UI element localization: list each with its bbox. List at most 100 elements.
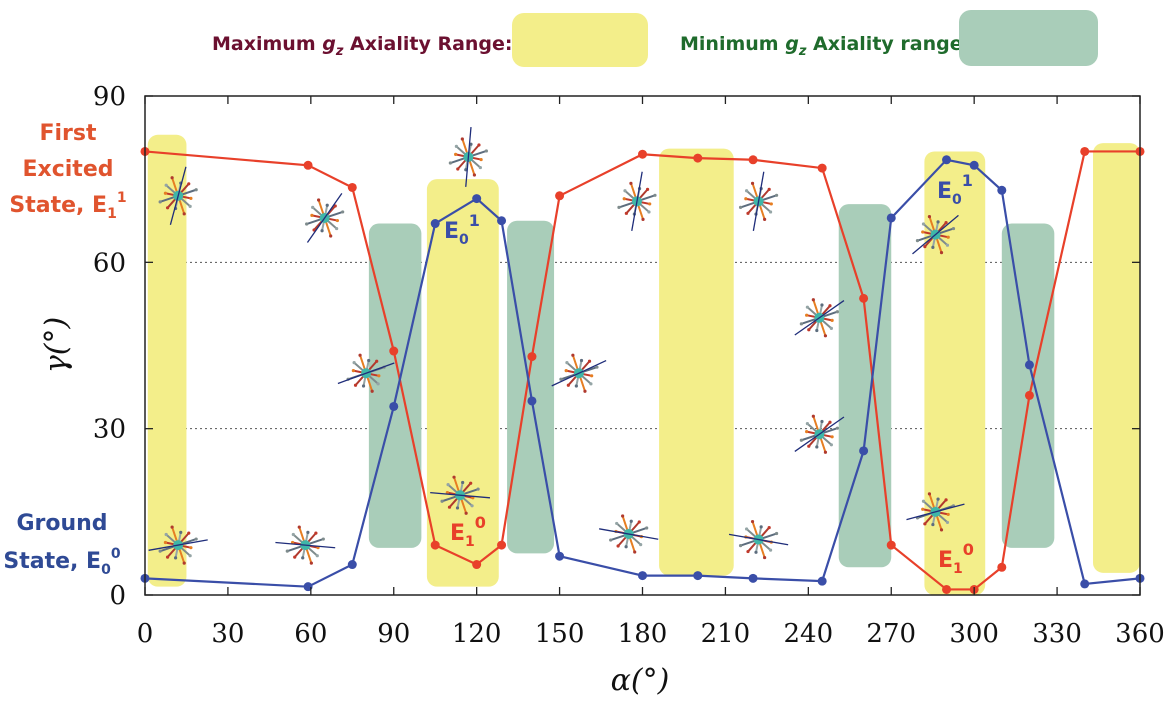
- x-tick-label: 330: [1032, 619, 1082, 649]
- data-point: [430, 540, 440, 550]
- molecule-icon: [305, 193, 345, 243]
- molecule-icon: [794, 298, 845, 338]
- data-point: [497, 540, 507, 550]
- max-axiality-range: [924, 151, 986, 595]
- x-tick-label: 90: [377, 619, 410, 649]
- data-point: [748, 155, 758, 165]
- ground-state-line: [144, 158, 1141, 588]
- x-tick-label: 210: [701, 619, 751, 649]
- molecule-icon: [912, 214, 959, 255]
- data-point: [969, 160, 979, 170]
- svg-text:Ground: Ground: [16, 511, 107, 536]
- legend: Maximum gz Axiality Range: Minimum gz Ax…: [212, 10, 1098, 67]
- x-tick-label: 150: [535, 619, 585, 649]
- x-tick-label: 60: [294, 619, 327, 649]
- y-tick-label: 60: [93, 248, 126, 278]
- data-point: [527, 352, 537, 362]
- data-point: [817, 576, 827, 586]
- data-point: [997, 562, 1007, 572]
- min-axiality-range: [368, 223, 422, 548]
- molecule-icon: [551, 353, 607, 393]
- molecule-icon: [728, 519, 789, 560]
- min-axiality-range: [1001, 223, 1055, 548]
- data-point: [389, 401, 399, 411]
- data-point: [430, 219, 440, 229]
- data-point: [555, 191, 565, 201]
- curve-label-e1-0-left: E10: [450, 513, 486, 550]
- legend-max-label: Maximum gz Axiality Range:: [212, 33, 513, 59]
- molecule-icon: [794, 414, 845, 454]
- data-point: [693, 571, 703, 581]
- x-tick-label: 240: [784, 619, 834, 649]
- ground-state-label: Ground State, E00: [3, 511, 120, 578]
- axis-ticks: 0 30 60 90 120 150 180 210 240 270 300 330 360 0 30 60 9…: [93, 82, 1165, 649]
- data-point: [859, 446, 869, 456]
- data-point: [472, 560, 482, 570]
- data-series: [140, 146, 1145, 594]
- data-point: [1024, 390, 1034, 400]
- excited-state-label: First Excited State, E11: [9, 121, 126, 222]
- shaded-ranges: [147, 134, 1140, 595]
- min-axiality-range: [838, 204, 892, 568]
- data-point: [638, 571, 647, 581]
- data-point: [693, 153, 703, 163]
- max-axiality-range: [1093, 143, 1140, 573]
- data-point: [1024, 360, 1034, 370]
- legend-min-label: Minimum gz Axiality range:: [680, 33, 970, 59]
- data-point: [638, 149, 647, 159]
- legend-max-swatch: [512, 13, 648, 67]
- x-tick-label: 30: [211, 619, 244, 649]
- x-axis-label: α(°): [611, 663, 670, 698]
- x-tick-label: 360: [1115, 619, 1165, 649]
- molecule-icon: [599, 514, 659, 554]
- data-point: [886, 540, 896, 550]
- data-point: [472, 194, 482, 204]
- data-point: [748, 573, 758, 583]
- molecule-icon: [906, 492, 965, 532]
- molecule-icon: [430, 475, 491, 515]
- y-axis-label: γ(°): [39, 317, 74, 373]
- y-tick-label: 90: [93, 82, 126, 112]
- molecule-icons: [148, 127, 965, 565]
- data-point: [1080, 579, 1090, 589]
- svg-text:Excited: Excited: [23, 157, 114, 182]
- svg-text:State, E00: State, E00: [3, 546, 120, 578]
- molecule-icon: [158, 166, 198, 225]
- data-point: [997, 185, 1007, 195]
- data-point: [347, 182, 357, 192]
- svg-text:First: First: [39, 121, 97, 146]
- y-tick-label: 0: [109, 581, 126, 611]
- max-axiality-range: [147, 134, 187, 587]
- data-point: [347, 560, 357, 570]
- x-tick-label: 180: [618, 619, 668, 649]
- data-point: [859, 293, 869, 303]
- y-tick-label: 30: [93, 415, 126, 445]
- molecule-icon: [617, 171, 657, 232]
- data-point: [527, 396, 537, 406]
- molecule-icon: [275, 525, 336, 565]
- data-point: [886, 213, 896, 223]
- data-point: [942, 584, 952, 594]
- max-axiality-range: [426, 179, 499, 587]
- svg-text:State, E11: State, E11: [9, 190, 126, 222]
- molecule-icon: [738, 171, 779, 232]
- grid: [145, 261, 1140, 430]
- curve-label-e1-0-right: E10: [938, 540, 974, 577]
- x-tick-label: 270: [866, 619, 916, 649]
- x-tick-label: 0: [137, 619, 154, 649]
- curve-label-e0-1-right: E01: [937, 171, 973, 208]
- legend-min-swatch: [959, 10, 1098, 66]
- molecule-icon: [148, 525, 208, 565]
- molecule-icon: [337, 353, 395, 393]
- max-axiality-range: [659, 148, 734, 576]
- molecule-icon: [448, 127, 488, 187]
- data-point: [303, 160, 313, 170]
- data-point: [555, 551, 565, 561]
- data-point: [817, 163, 827, 173]
- data-point: [942, 155, 952, 165]
- data-point: [497, 216, 507, 226]
- curve-label-e0-1-left: E01: [444, 211, 480, 248]
- data-point: [389, 346, 399, 356]
- x-tick-label: 300: [949, 619, 999, 649]
